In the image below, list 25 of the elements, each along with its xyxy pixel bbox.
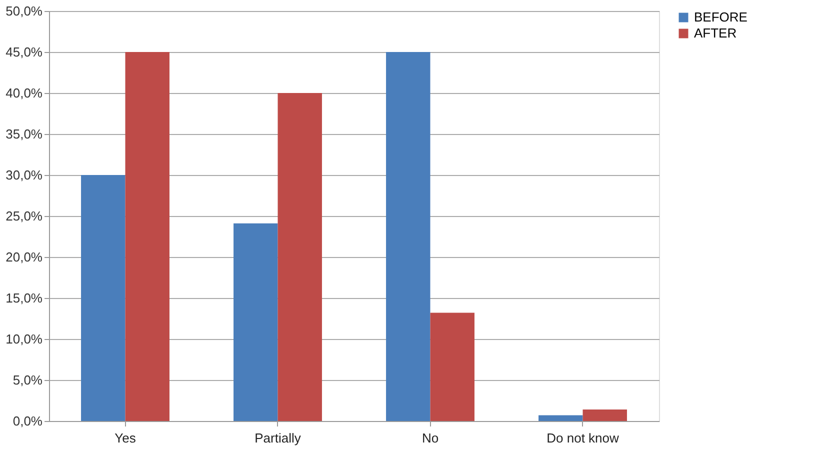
y-tick-label: 15,0%	[6, 290, 43, 306]
bar	[234, 223, 278, 421]
x-tick-label: Do not know	[546, 430, 620, 446]
y-tick-label: 50,0%	[6, 4, 43, 18]
bar	[430, 312, 474, 421]
y-tick-label: 45,0%	[6, 44, 43, 60]
y-tick-label: 40,0%	[6, 86, 43, 100]
legend-label: BEFORE	[694, 10, 748, 24]
bar	[386, 52, 430, 421]
x-tick-label: Partially	[254, 430, 302, 446]
x-tick-label: Yes	[114, 430, 136, 446]
y-tick-label: 35,0%	[6, 126, 43, 142]
bar	[582, 410, 627, 421]
bar	[81, 175, 126, 421]
bar	[538, 415, 583, 421]
y-tick-label: 0,0%	[12, 414, 43, 428]
y-tick-label: 10,0%	[6, 332, 43, 346]
bar	[278, 93, 322, 421]
x-tick-label: No	[422, 430, 439, 446]
legend-label: AFTER	[694, 26, 737, 40]
y-tick-label: 5,0%	[12, 372, 43, 388]
y-tick-label: 20,0%	[6, 250, 43, 264]
y-tick-label: 30,0%	[6, 168, 43, 182]
y-tick-label: 25,0%	[6, 208, 43, 224]
bar	[125, 52, 170, 421]
